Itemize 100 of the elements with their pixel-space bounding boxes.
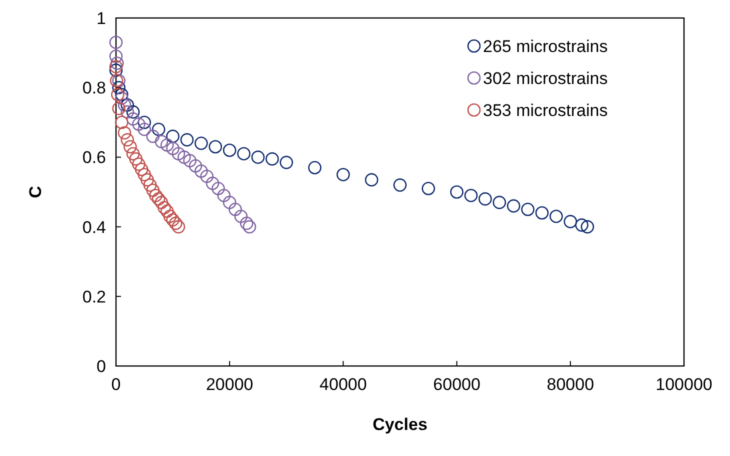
point (478, 192, 492, 206)
point (163, 210, 177, 223)
legend-label: 353 microstrains (483, 101, 608, 120)
point (422, 182, 436, 196)
point (138, 116, 152, 130)
point (575, 218, 588, 232)
point (112, 74, 126, 88)
y-tick-label: 0.6 (82, 148, 106, 168)
point (111, 88, 124, 102)
point (143, 178, 157, 192)
y-tick-label: 1 (96, 9, 106, 28)
point (115, 116, 128, 130)
point (132, 118, 146, 131)
point (109, 36, 123, 49)
point (242, 220, 256, 234)
point (126, 105, 140, 119)
x-tick-label: 40000 (320, 375, 367, 394)
point (237, 147, 250, 160)
point (240, 216, 254, 230)
point (172, 220, 186, 234)
point (166, 142, 180, 156)
point (126, 147, 140, 160)
y-tick-label: 0.4 (82, 218, 106, 237)
point (550, 210, 563, 223)
point (146, 130, 160, 143)
point (120, 105, 134, 119)
point (450, 185, 464, 199)
point (149, 188, 162, 202)
point (217, 188, 231, 202)
point (140, 173, 154, 186)
point (112, 102, 126, 116)
point (152, 122, 166, 136)
point (172, 147, 186, 160)
point (178, 150, 191, 164)
point (393, 178, 407, 192)
point (492, 196, 506, 210)
point (208, 140, 222, 154)
point (212, 182, 225, 196)
point (110, 56, 124, 70)
point (308, 161, 322, 174)
point (266, 152, 279, 166)
x-tick-label: 0 (111, 375, 121, 394)
point (138, 168, 152, 182)
point (152, 192, 166, 206)
point (168, 216, 182, 230)
point (336, 168, 350, 182)
point (115, 88, 128, 102)
point (126, 112, 140, 126)
point (146, 184, 160, 197)
y-axis-title: C (26, 186, 45, 198)
x-tick-label: 60000 (433, 375, 480, 394)
point (222, 144, 236, 157)
x-tick-label: 20000 (206, 375, 254, 394)
point (138, 122, 152, 136)
point (118, 98, 132, 112)
point (206, 176, 220, 190)
legend-label: 302 microstrains (483, 69, 608, 88)
x-tick-label: 100000 (656, 375, 712, 394)
legend-label: 265 microstrains (483, 37, 608, 56)
point (166, 130, 180, 143)
point (222, 196, 236, 210)
point (110, 74, 124, 88)
point (112, 80, 126, 94)
point (120, 133, 134, 146)
point (183, 154, 196, 168)
point (109, 60, 123, 74)
point (234, 210, 248, 223)
point (109, 64, 123, 77)
point (464, 188, 478, 202)
point (158, 201, 171, 214)
point (506, 199, 520, 213)
x-tick-label: 80000 (546, 375, 594, 394)
point (188, 159, 202, 173)
point (280, 156, 294, 170)
point (160, 204, 174, 218)
point (580, 220, 594, 234)
point (154, 196, 168, 210)
point (180, 133, 194, 146)
point (228, 202, 242, 216)
point (194, 136, 208, 150)
y-tick-label: 0.2 (82, 287, 106, 306)
point (200, 170, 214, 183)
point (364, 173, 378, 186)
point (124, 140, 137, 154)
point (535, 206, 549, 220)
point (564, 214, 578, 228)
point (521, 202, 534, 216)
point (129, 152, 143, 166)
point (120, 98, 134, 112)
point (154, 134, 168, 148)
point (134, 162, 148, 176)
point (160, 138, 174, 152)
point (115, 91, 128, 105)
point (118, 126, 132, 140)
y-tick-label: 0.8 (82, 78, 106, 98)
y-tick-label: 0 (96, 357, 106, 376)
point (132, 158, 146, 171)
point (251, 150, 265, 164)
x-axis-title: Cycles (372, 415, 428, 434)
point (166, 213, 180, 226)
